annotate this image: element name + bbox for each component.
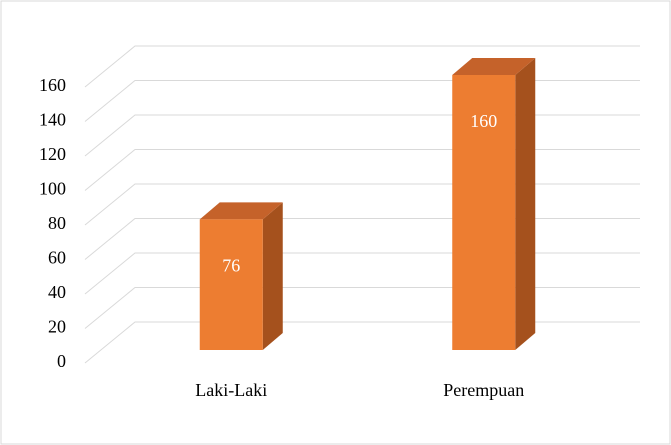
y-tick-label: 160 [39,75,66,95]
y-tick-label: 40 [48,282,66,302]
bar [199,219,263,350]
y-tick-label: 60 [48,248,66,268]
data-label: 76 [222,256,240,276]
x-tick-label: Laki-Laki [195,380,267,400]
y-tick-label: 100 [39,179,66,199]
bar-top [452,58,536,75]
data-label: 160 [470,111,497,131]
x-tick-label: Perempuan [443,380,524,400]
y-tick-label: 120 [39,144,66,164]
grid-line [84,45,640,88]
bar-side [262,202,283,350]
y-tick-label: 20 [48,317,66,337]
bar-side [515,58,536,350]
bar [452,75,516,350]
y-tick-label: 140 [39,110,66,130]
y-tick-label: 80 [48,213,66,233]
y-tick-label: 0 [57,351,66,371]
bar-top [199,202,283,220]
